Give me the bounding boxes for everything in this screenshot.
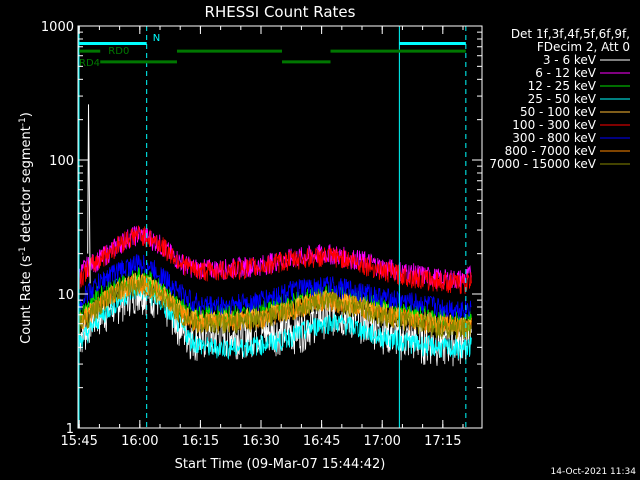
series-line-9 — [78, 276, 472, 340]
night-label: N — [153, 33, 160, 44]
chart-title: RHESSI Count Rates — [205, 3, 356, 21]
legend-label-6: 100 - 300 keV — [512, 118, 596, 132]
legend-label-7: 300 - 800 keV — [512, 131, 596, 145]
legend-label-9: 7000 - 15000 keV — [489, 157, 596, 171]
x-tick-label: 16:00 — [121, 434, 158, 449]
rd4-label: RD4 — [79, 58, 100, 69]
legend-header-1: Det 1f,3f,4f,5f,6f,9f, — [511, 27, 630, 41]
x-tick-label: 16:30 — [242, 434, 279, 449]
y-tick-label: 100 — [49, 154, 74, 169]
y-axis-ticks: 1 10 100 1000 — [41, 20, 482, 437]
rd0-label: RD0 — [108, 46, 129, 57]
footer-timestamp: 14-Oct-2021 11:34 — [551, 467, 637, 477]
legend-label-3: 12 - 25 keV — [528, 79, 597, 93]
x-tick-label: 15:45 — [60, 434, 97, 449]
series-line-1 — [78, 275, 472, 367]
legend-label-8: 800 - 7000 keV — [505, 144, 597, 158]
series-line-7 — [78, 254, 472, 320]
x-axis-label: Start Time (09-Mar-07 15:44:42) — [175, 457, 386, 472]
y-axis-label: Count Rate (s-1 detector segment-1) — [18, 112, 34, 344]
y-tick-label: 1 — [66, 422, 74, 437]
x-tick-label: 16:15 — [182, 434, 219, 449]
x-tick-label: 16:45 — [303, 434, 340, 449]
x-tick-label: 17:00 — [363, 434, 400, 449]
legend-label-1: 3 - 6 keV — [543, 53, 597, 67]
legend-header-2: FDecim 2, Att 0 — [537, 40, 630, 54]
legend-label-4: 25 - 50 keV — [528, 92, 597, 106]
legend: Det 1f,3f,4f,5f,6f,9f, FDecim 2, Att 0 3… — [489, 27, 630, 171]
legend-label-5: 50 - 100 keV — [520, 105, 597, 119]
x-axis-ticks: 15:45 16:00 16:15 16:30 16:45 17:00 17:15 — [60, 26, 464, 449]
legend-label-2: 6 - 12 keV — [535, 66, 597, 80]
annotations: N RD0 RD4 — [78, 26, 467, 428]
plot-lines — [78, 104, 472, 367]
flare-spike — [87, 104, 91, 284]
y-tick-label: 1000 — [41, 20, 74, 35]
x-tick-label: 17:15 — [424, 434, 461, 449]
plot-frame — [77, 25, 483, 429]
series-line-6 — [78, 225, 472, 295]
y-tick-label: 10 — [57, 288, 74, 303]
